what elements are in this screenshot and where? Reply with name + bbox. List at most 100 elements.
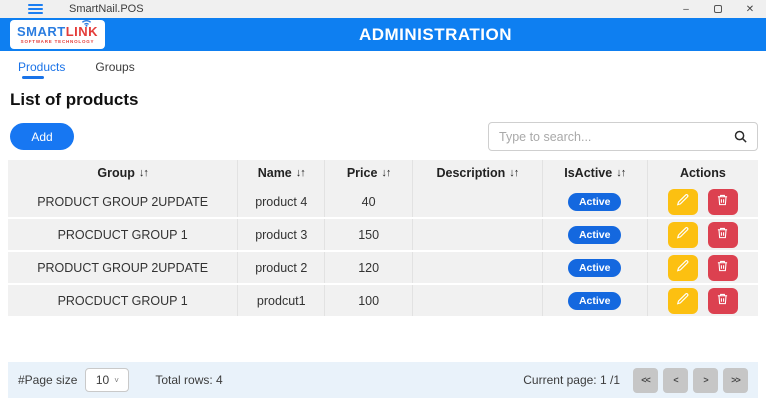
pencil-icon bbox=[676, 259, 690, 276]
column-header-isactive[interactable]: IsActive ↓↑ bbox=[543, 160, 648, 186]
delete-button[interactable] bbox=[707, 188, 738, 215]
cell-actions bbox=[648, 219, 758, 250]
current-page-label: Current page: 1 /1 bbox=[523, 373, 620, 387]
table-header-row: Group ↓↑ Name ↓↑ Price ↓↑ Description ↓↑ IsActiv… bbox=[8, 160, 758, 186]
column-header-description[interactable]: Description ↓↑ bbox=[413, 160, 543, 186]
sort-icon: ↓↑ bbox=[616, 167, 626, 179]
toolbar: Add bbox=[10, 122, 758, 151]
column-header-name[interactable]: Name ↓↑ bbox=[238, 160, 326, 186]
maximize-icon[interactable] bbox=[702, 0, 734, 18]
products-table: Group ↓↑ Name ↓↑ Price ↓↑ Description ↓↑ IsActiv… bbox=[8, 160, 758, 316]
status-badge: Active bbox=[567, 291, 622, 310]
logo-text: SMARTLINK bbox=[16, 19, 99, 39]
column-label: Name bbox=[257, 166, 292, 180]
delete-button[interactable] bbox=[707, 287, 738, 314]
cell-actions bbox=[648, 186, 758, 217]
cell-price: 150 bbox=[325, 219, 413, 250]
logo-link-text: LINK bbox=[65, 23, 99, 39]
window-controls: – ✕ bbox=[670, 0, 766, 18]
sort-icon: ↓↑ bbox=[509, 167, 519, 179]
wifi-icon bbox=[81, 19, 92, 27]
table-row: PROCDUCT GROUP 1 product 3 150 Active bbox=[8, 219, 758, 250]
column-header-group[interactable]: Group ↓↑ bbox=[8, 160, 239, 186]
page-size-label: #Page size bbox=[18, 373, 78, 387]
window-title: SmartNail.POS bbox=[69, 3, 144, 15]
column-header-price[interactable]: Price ↓↑ bbox=[325, 160, 413, 186]
cell-description bbox=[413, 252, 543, 283]
cell-group: PRODUCT GROUP 2UPDATE bbox=[8, 186, 239, 217]
cell-price: 100 bbox=[325, 285, 413, 316]
column-label: Description bbox=[436, 166, 506, 180]
pagination-buttons: << < > >> bbox=[628, 367, 748, 393]
delete-button[interactable] bbox=[707, 221, 738, 248]
column-label: Actions bbox=[679, 166, 726, 180]
trash-icon bbox=[716, 259, 729, 276]
page-size-select[interactable]: 10 ˅ bbox=[85, 368, 130, 392]
search-input[interactable] bbox=[489, 129, 723, 144]
tab-products[interactable]: Products bbox=[18, 60, 65, 79]
logo-smart-text: SMART bbox=[16, 23, 66, 39]
search-icon[interactable] bbox=[723, 123, 757, 150]
table-row: PRODUCT GROUP 2UPDATE product 2 120 Active bbox=[8, 252, 758, 283]
previous-page-button[interactable]: < bbox=[663, 367, 688, 393]
sort-icon: ↓↑ bbox=[295, 167, 306, 179]
status-badge: Active bbox=[567, 258, 622, 277]
first-page-button[interactable]: << bbox=[633, 367, 658, 393]
sort-icon: ↓↑ bbox=[138, 167, 149, 179]
table-row: PRODUCT GROUP 2UPDATE product 4 40 Active bbox=[8, 186, 758, 217]
cell-name: product 3 bbox=[238, 219, 326, 250]
column-label: Price bbox=[346, 166, 378, 180]
window-titlebar: SmartNail.POS – ✕ bbox=[0, 0, 766, 18]
close-icon[interactable]: ✕ bbox=[745, 3, 755, 15]
cell-isactive: Active bbox=[543, 252, 648, 283]
status-badge: Active bbox=[567, 192, 622, 211]
pencil-icon bbox=[676, 193, 690, 210]
cell-description bbox=[413, 186, 543, 217]
tab-bar: Products Groups bbox=[0, 51, 766, 79]
cell-isactive: Active bbox=[543, 186, 648, 217]
tab-groups[interactable]: Groups bbox=[95, 60, 135, 74]
status-badge: Active bbox=[567, 225, 622, 244]
cell-isactive: Active bbox=[543, 285, 648, 316]
table-body: PRODUCT GROUP 2UPDATE product 4 40 Active PR… bbox=[8, 186, 758, 316]
edit-button[interactable] bbox=[667, 254, 698, 281]
cell-price: 120 bbox=[325, 252, 413, 283]
app-header: SMARTLINK SOFTWARE TECHNOLOGY ADMINISTRA… bbox=[0, 18, 766, 51]
edit-button[interactable] bbox=[667, 188, 698, 215]
pagination-footer: #Page size 10 ˅ Total rows: 4 Current pa… bbox=[8, 362, 758, 398]
cell-group: PROCDUCT GROUP 1 bbox=[8, 219, 239, 250]
delete-button[interactable] bbox=[707, 254, 738, 281]
edit-button[interactable] bbox=[667, 287, 698, 314]
table-row: PROCDUCT GROUP 1 prodcut1 100 Active bbox=[8, 285, 758, 316]
cell-name: product 4 bbox=[238, 186, 326, 217]
logo-subtitle: SOFTWARE TECHNOLOGY bbox=[20, 38, 95, 44]
column-header-actions: Actions bbox=[648, 160, 758, 186]
cell-name: prodcut1 bbox=[238, 285, 326, 316]
trash-icon bbox=[716, 226, 729, 243]
pencil-icon bbox=[676, 226, 690, 243]
edit-button[interactable] bbox=[667, 221, 698, 248]
cell-actions bbox=[648, 252, 758, 283]
total-rows-label: Total rows: 4 bbox=[155, 373, 223, 387]
smartlink-logo: SMARTLINK SOFTWARE TECHNOLOGY bbox=[10, 19, 105, 49]
cell-name: product 2 bbox=[238, 252, 326, 283]
add-button[interactable]: Add bbox=[10, 123, 74, 150]
cell-group: PRODUCT GROUP 2UPDATE bbox=[8, 252, 239, 283]
minimize-icon[interactable]: – bbox=[683, 3, 689, 15]
sort-icon: ↓↑ bbox=[381, 167, 391, 179]
last-page-button[interactable]: >> bbox=[723, 367, 748, 393]
cell-isactive: Active bbox=[543, 219, 648, 250]
column-label: IsActive bbox=[564, 166, 613, 180]
cell-description bbox=[413, 285, 543, 316]
chevron-down-icon: ˅ bbox=[114, 375, 119, 385]
page-size-value: 10 bbox=[95, 373, 110, 387]
hamburger-menu-icon[interactable] bbox=[28, 4, 43, 14]
next-page-button[interactable]: > bbox=[693, 367, 718, 393]
cell-actions bbox=[648, 285, 758, 316]
trash-icon bbox=[716, 193, 729, 210]
pencil-icon bbox=[676, 292, 690, 309]
search-box bbox=[488, 122, 758, 151]
cell-description bbox=[413, 219, 543, 250]
cell-group: PROCDUCT GROUP 1 bbox=[8, 285, 239, 316]
footer-right: Current page: 1 /1 << < > >> bbox=[523, 367, 748, 393]
